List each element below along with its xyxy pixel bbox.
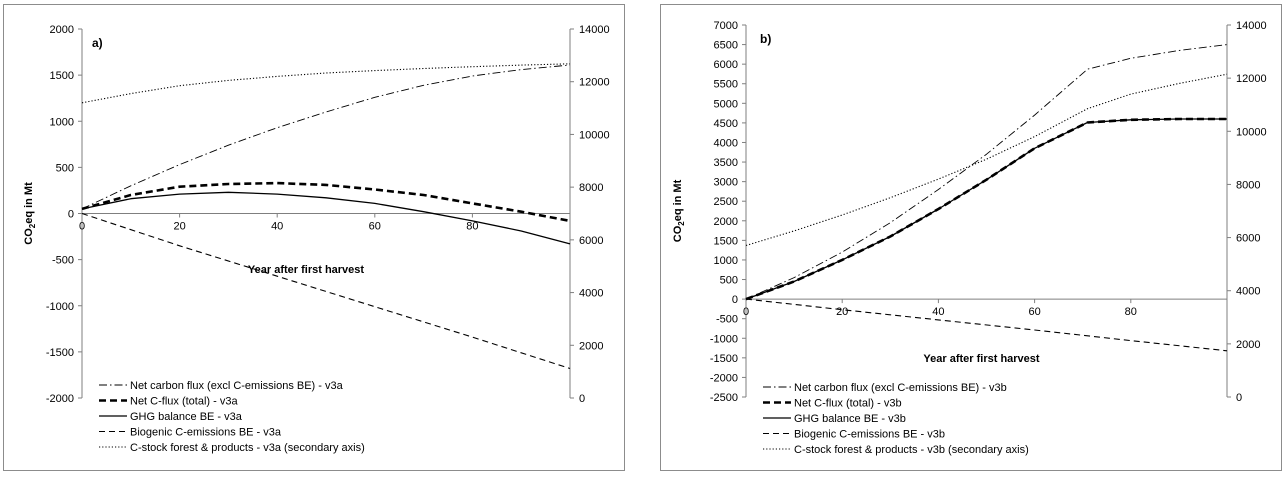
y2-tick-label: 4000 — [1236, 286, 1260, 298]
x-axis-title: Year after first harvest — [248, 264, 365, 276]
y-tick-label: 500 — [720, 275, 738, 287]
y-tick-label: 0 — [732, 294, 738, 306]
y2-tick-label: 14000 — [579, 24, 610, 36]
x-tick-label: 60 — [1028, 306, 1040, 318]
legend-label-4: Biogenic C-emissions BE - v3a — [130, 427, 282, 439]
y-axis-title-part: CO — [23, 228, 35, 245]
chart-b-svg: 7000650060005500500045004000350030002500… — [672, 20, 1267, 456]
y-tick-label: -2000 — [46, 393, 74, 405]
y-axis-title-sub: 2 — [677, 221, 686, 226]
y-tick-label: -2500 — [710, 392, 738, 404]
y-tick-label: 7000 — [714, 20, 738, 32]
y2-tick-label: 2000 — [579, 340, 603, 352]
y-axis-title-part: CO — [672, 225, 684, 242]
y-axis-title-part: eq in Mt — [672, 179, 684, 221]
x-tick-label: 40 — [271, 221, 283, 233]
y-tick-label: 2500 — [714, 196, 738, 208]
y-tick-label: 0 — [68, 209, 74, 221]
y-tick-label: 4000 — [714, 137, 738, 149]
x-tick-label: 40 — [932, 306, 944, 318]
x-tick-label: 20 — [836, 306, 848, 318]
y-tick-label: -500 — [52, 255, 74, 267]
legend-label-5: C-stock forest & products - v3a (seconda… — [130, 442, 365, 454]
y2-tick-label: 8000 — [1236, 179, 1260, 191]
series-line-4 — [745, 298, 1228, 352]
y-tick-label: 3000 — [714, 177, 738, 189]
series-line-1 — [745, 44, 1228, 300]
y2-tick-label: 8000 — [579, 182, 603, 194]
x-tick-label: 20 — [173, 221, 185, 233]
y-tick-label: 6000 — [714, 59, 738, 71]
x-tick-label: 60 — [369, 221, 381, 233]
series-line-4 — [81, 212, 571, 370]
legend-label-5: C-stock forest & products - v3b (seconda… — [794, 444, 1029, 456]
legend-label-1: Net carbon flux (excl C-emissions BE) - … — [794, 382, 1007, 394]
y-tick-label: 5000 — [714, 98, 738, 110]
y2-tick-label: 2000 — [1236, 339, 1260, 351]
y-tick-label: 5500 — [714, 79, 738, 91]
series-line-3 — [81, 191, 571, 245]
y-tick-label: 1500 — [50, 70, 74, 82]
y-tick-label: 2000 — [714, 216, 738, 228]
y-tick-label: 1000 — [714, 255, 738, 267]
y2-tick-label: 6000 — [1236, 233, 1260, 245]
y-tick-label: -500 — [716, 314, 738, 326]
y2-tick-label: 10000 — [1236, 126, 1267, 138]
y2-tick-label: 12000 — [579, 77, 610, 89]
x-tick-label: 80 — [466, 221, 478, 233]
chart-a-svg: 2000150010005000-500-1000-1500-200014000… — [23, 24, 610, 454]
y-axis-title-part: eq in Mt — [23, 182, 35, 224]
chart-panel-a: 2000 1500 1000 500 0 -500 -1000 -1500 -2000 14000… — [3, 4, 625, 471]
y-tick-label: 3500 — [714, 157, 738, 169]
series-line-2 — [81, 181, 571, 223]
y2-tick-label: 12000 — [1236, 73, 1267, 85]
legend-label-1: Net carbon flux (excl C-emissions BE) - … — [130, 380, 344, 392]
series-line-5 — [81, 63, 571, 104]
legend-label-3: GHG balance BE - v3a — [130, 411, 243, 423]
chart-panel-b: 7000 6500 6000 5500 5000 4500 4000 3500 3000 2500… — [660, 4, 1282, 471]
legend-label-3: GHG balance BE - v3b — [794, 413, 906, 425]
x-tick-label: 80 — [1125, 306, 1137, 318]
y2-tick-label: 14000 — [1236, 20, 1267, 32]
legend-label-4: Biogenic C-emissions BE - v3b — [794, 429, 945, 441]
series-line-3 — [745, 118, 1227, 300]
series-line-5 — [745, 73, 1228, 247]
legend-label-2: Net C-flux (total) - v3a — [130, 396, 238, 408]
y-tick-label: 1500 — [714, 235, 738, 247]
y-tick-label: 2000 — [50, 24, 74, 36]
panel-label: b) — [760, 32, 771, 46]
y-tick-label: -1500 — [710, 353, 738, 365]
y2-tick-label: 0 — [1236, 392, 1242, 404]
y-tick-label: 500 — [56, 162, 74, 174]
y2-tick-label: 4000 — [579, 288, 603, 300]
y-tick-label: -1000 — [46, 301, 74, 313]
y-axis-title: CO2eq in Mt — [672, 179, 686, 242]
y-tick-label: -2000 — [710, 372, 738, 384]
x-tick-label: 0 — [743, 306, 749, 318]
y-tick-label: 4500 — [714, 118, 738, 130]
x-axis-title: Year after first harvest — [923, 353, 1040, 365]
y2-tick-label: 10000 — [579, 129, 610, 141]
y-tick-label: -1500 — [46, 347, 74, 359]
y2-tick-label: 6000 — [579, 235, 603, 247]
series-line-2 — [745, 117, 1227, 301]
y-tick-label: 6500 — [714, 40, 738, 52]
legend-label-2: Net C-flux (total) - v3b — [794, 398, 902, 410]
y-tick-label: -1000 — [710, 333, 738, 345]
y-axis-title-sub: 2 — [28, 223, 37, 228]
series-line-1 — [81, 64, 571, 210]
y-tick-label: 1000 — [50, 116, 74, 128]
y-axis-title: CO2eq in Mt — [23, 182, 37, 245]
y2-tick-label: 0 — [579, 393, 585, 405]
x-tick-label: 0 — [79, 221, 85, 233]
panel-label: a) — [92, 36, 103, 50]
